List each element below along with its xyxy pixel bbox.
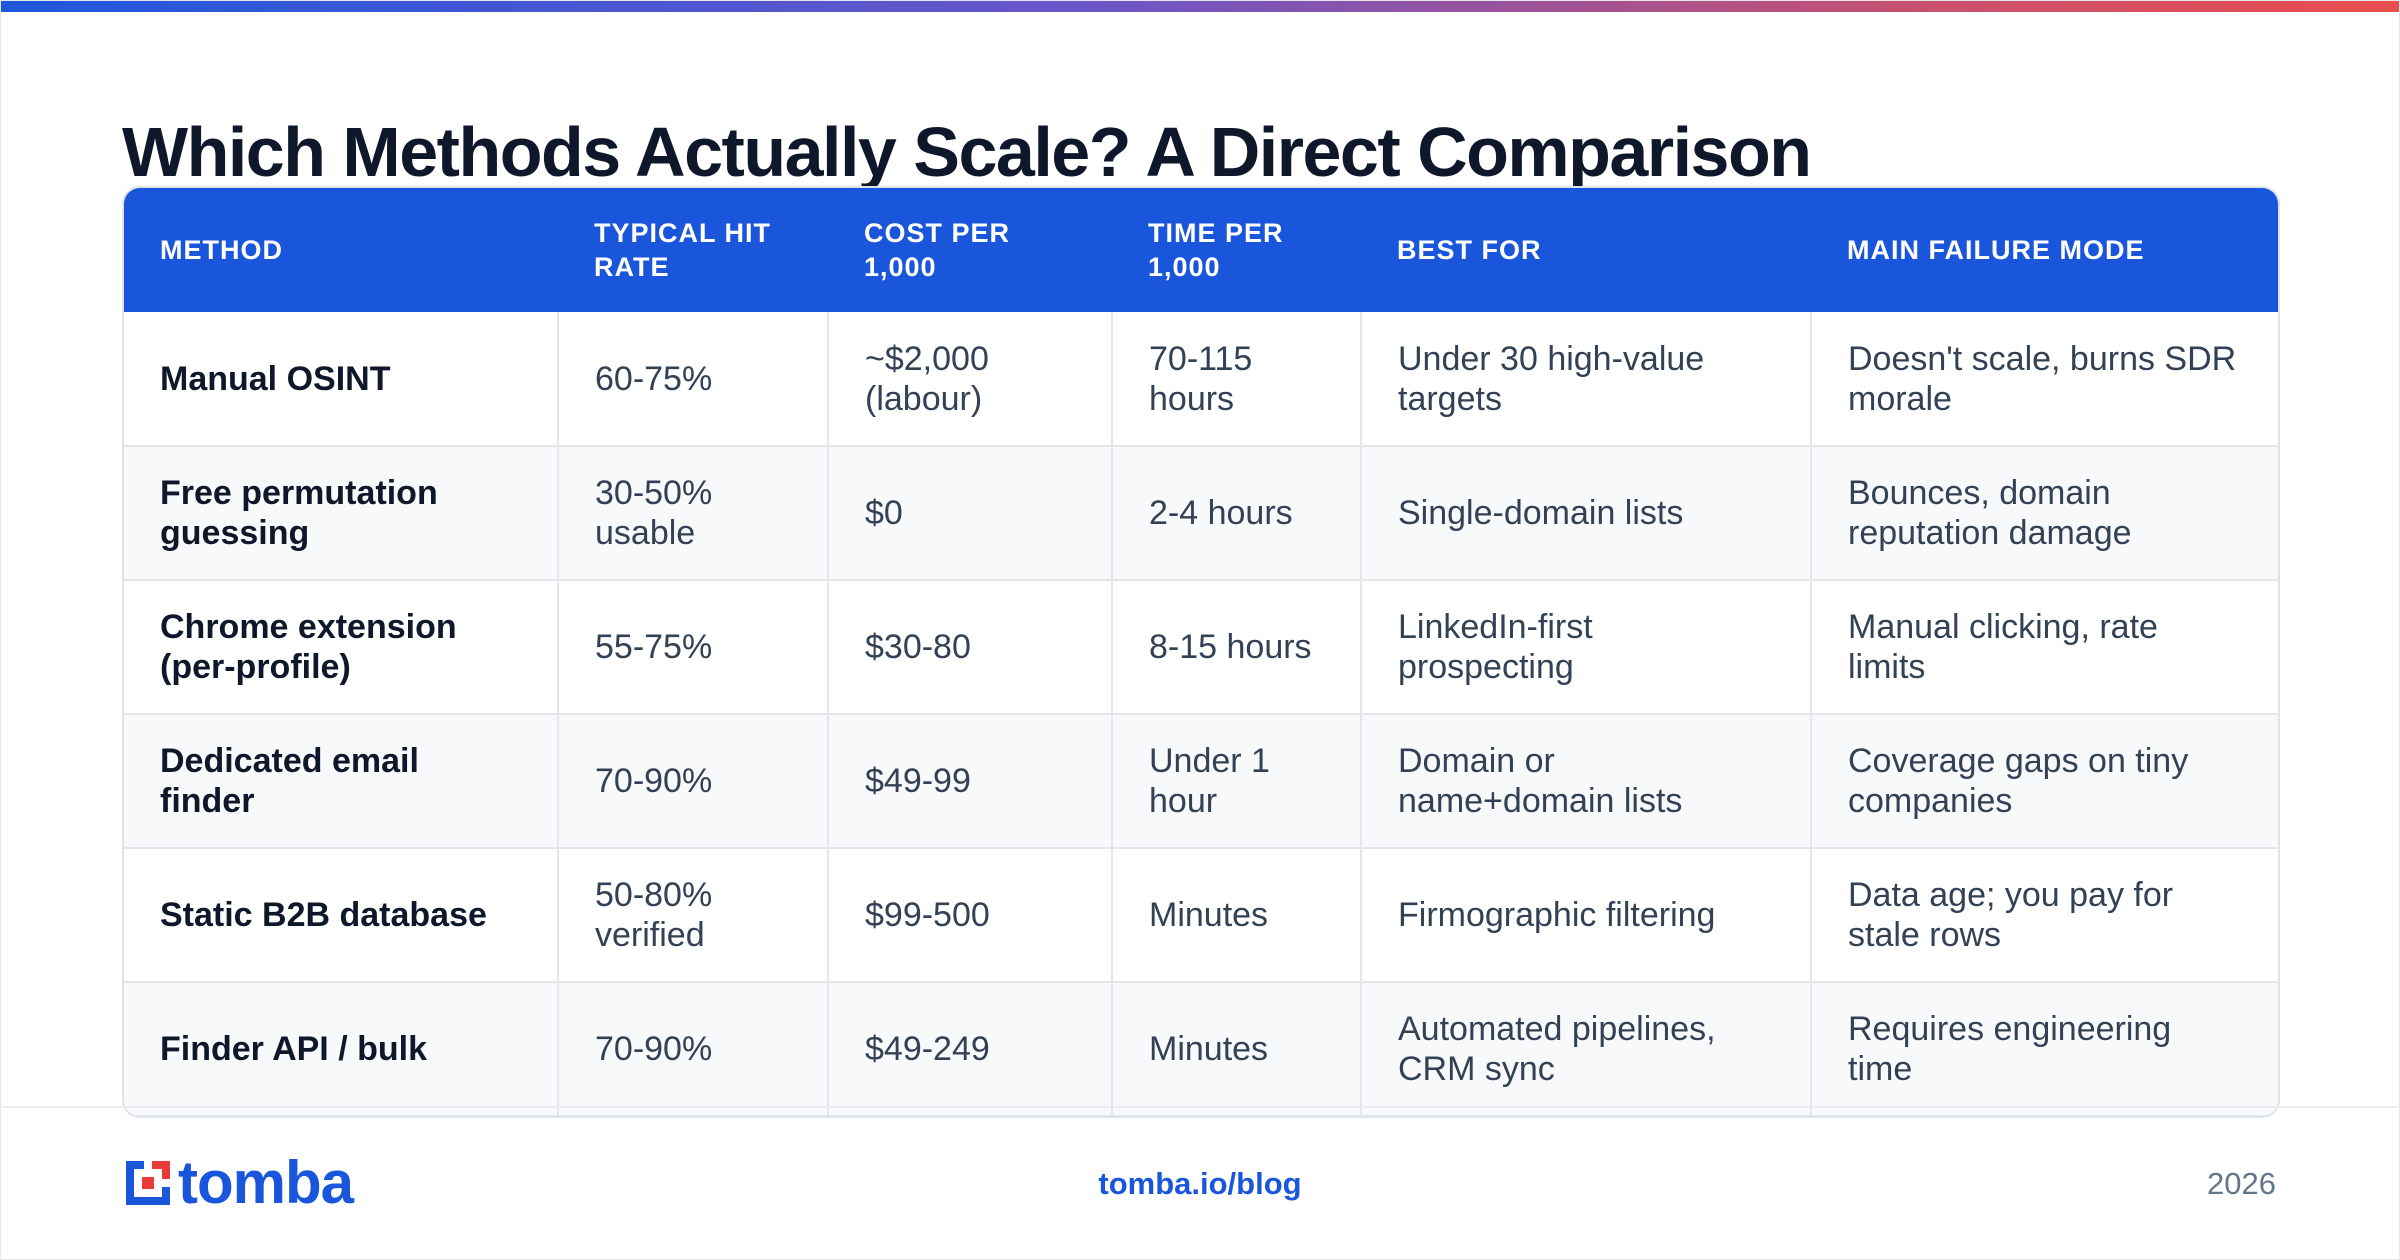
spacer-cell: [1361, 1116, 1811, 1118]
time-cell: 8-15 hours: [1112, 580, 1362, 715]
column-header-failure-mode: MAIN FAILURE MODE: [1811, 188, 2278, 312]
top-accent-bar: [0, 0, 2400, 12]
best-for-cell: Under 30 high-value targets: [1361, 312, 1812, 447]
cost-cell: $30-80: [828, 580, 1113, 715]
hit-rate-cell: 30-50% usable: [558, 446, 829, 581]
failure-mode-cell: Manual clicking, rate limits: [1811, 580, 2278, 715]
method-cell: Free permutation guessing: [124, 446, 559, 581]
hit-rate-cell: 70-90%: [558, 982, 829, 1116]
table-row: Finder API / bulk 70-90% $49-249 Minutes…: [124, 982, 2278, 1116]
cost-cell: ~$2,000 (labour): [828, 312, 1113, 447]
failure-mode-cell: Coverage gaps on tiny companies: [1811, 714, 2278, 849]
method-cell: Dedicated email finder: [124, 714, 559, 849]
failure-mode-cell: Requires engineering time: [1811, 982, 2278, 1116]
best-for-cell: Domain or name+domain lists: [1361, 714, 1812, 849]
column-header-method: METHOD: [124, 188, 558, 312]
method-cell: Finder API / bulk: [124, 982, 559, 1116]
table-row: Dedicated email finder 70-90% $49-99 Und…: [124, 714, 2278, 849]
spacer-cell: [1811, 1116, 2278, 1118]
table-header-row: METHOD TYPICAL HIT RATE COST PER 1,000 T…: [124, 188, 2278, 312]
time-cell: Under 1 hour: [1112, 714, 1362, 849]
spacer-cell: [828, 1116, 1112, 1118]
time-cell: Minutes: [1112, 982, 1362, 1116]
column-header-time: TIME PER 1,000: [1112, 188, 1361, 312]
hit-rate-cell: 70-90%: [558, 714, 829, 849]
hit-rate-cell: 60-75%: [558, 312, 829, 447]
page-title: Which Methods Actually Scale? A Direct C…: [122, 113, 1812, 191]
best-for-cell: Single-domain lists: [1361, 446, 1812, 581]
column-header-best-for: BEST FOR: [1361, 188, 1811, 312]
spacer-cell: [558, 1116, 828, 1118]
time-cell: 2-4 hours: [1112, 446, 1362, 581]
comparison-table-grid: METHOD TYPICAL HIT RATE COST PER 1,000 T…: [124, 188, 2278, 1118]
table-row: Free permutation guessing 30-50% usable …: [124, 446, 2278, 581]
hit-rate-cell: 50-80% verified: [558, 848, 829, 983]
failure-mode-cell: Bounces, domain reputation damage: [1811, 446, 2278, 581]
hit-rate-cell: 55-75%: [558, 580, 829, 715]
cost-cell: $49-99: [828, 714, 1113, 849]
footer-year: 2026: [2207, 1166, 2276, 1201]
cost-cell: $0: [828, 446, 1113, 581]
tomba-logo-mark-icon: [126, 1161, 170, 1205]
best-for-cell: Firmographic filtering: [1361, 848, 1812, 983]
cost-cell: $49-249: [828, 982, 1113, 1116]
tomba-logo[interactable]: tomba: [122, 1149, 354, 1216]
table-row: Manual OSINT 60-75% ~$2,000 (labour) 70-…: [124, 312, 2278, 447]
method-cell: Static B2B database: [124, 848, 559, 983]
column-header-cost: COST PER 1,000: [828, 188, 1112, 312]
column-header-hit-rate: TYPICAL HIT RATE: [558, 188, 828, 312]
cost-cell: $99-500: [828, 848, 1113, 983]
method-cell: Manual OSINT: [124, 312, 559, 447]
failure-mode-cell: Doesn't scale, burns SDR morale: [1811, 312, 2278, 447]
table-row: Static B2B database 50-80% verified $99-…: [124, 848, 2278, 983]
method-cell: Chrome extension (per-profile): [124, 580, 559, 715]
table-row-spacer: [124, 1116, 2278, 1118]
time-cell: 70-115 hours: [1112, 312, 1362, 447]
table-row: Chrome extension (per-profile) 55-75% $3…: [124, 580, 2278, 715]
footer-divider: [0, 1106, 2400, 1108]
blog-link[interactable]: tomba.io/blog: [1098, 1166, 1302, 1201]
spacer-cell: [124, 1116, 558, 1118]
comparison-table: METHOD TYPICAL HIT RATE COST PER 1,000 T…: [122, 186, 2280, 1118]
time-cell: Minutes: [1112, 848, 1362, 983]
failure-mode-cell: Data age; you pay for stale rows: [1811, 848, 2278, 983]
best-for-cell: LinkedIn-first prospecting: [1361, 580, 1812, 715]
spacer-cell: [1112, 1116, 1361, 1118]
logo-wordmark: tomba: [178, 1149, 354, 1216]
best-for-cell: Automated pipelines, CRM sync: [1361, 982, 1812, 1116]
